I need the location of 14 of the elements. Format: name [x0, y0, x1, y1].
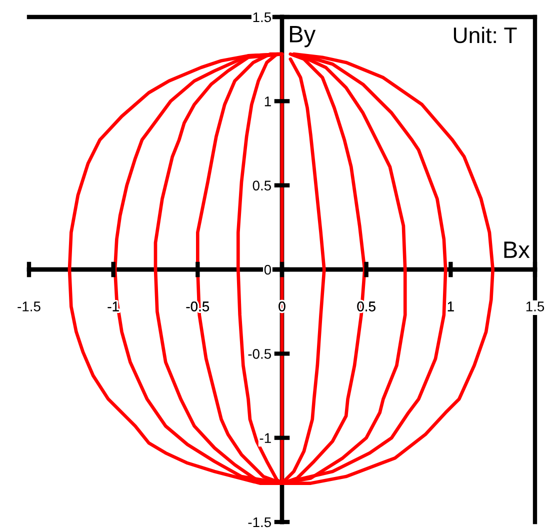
y-tick-label: 0.5 — [252, 180, 272, 191]
y-tick-label: -1.5 — [248, 517, 272, 528]
x-tick-label: 1.5 — [526, 302, 544, 312]
y-axis-title: By — [290, 26, 316, 48]
x-tick-label: 0 — [278, 302, 286, 312]
x-axis-title: Bx — [504, 242, 530, 258]
annotation: Unit: T — [454, 26, 517, 44]
y-tick-label: -1 — [260, 433, 271, 443]
y-tick-label: 1 — [264, 96, 271, 106]
x-tick-label: -1.5 — [18, 302, 40, 312]
y-tick-label: 1.5 — [253, 12, 272, 22]
x-tick-label: 1 — [448, 302, 454, 312]
y-tick-label: -0.5 — [248, 349, 272, 359]
y-tick-label: 0 — [264, 264, 272, 275]
